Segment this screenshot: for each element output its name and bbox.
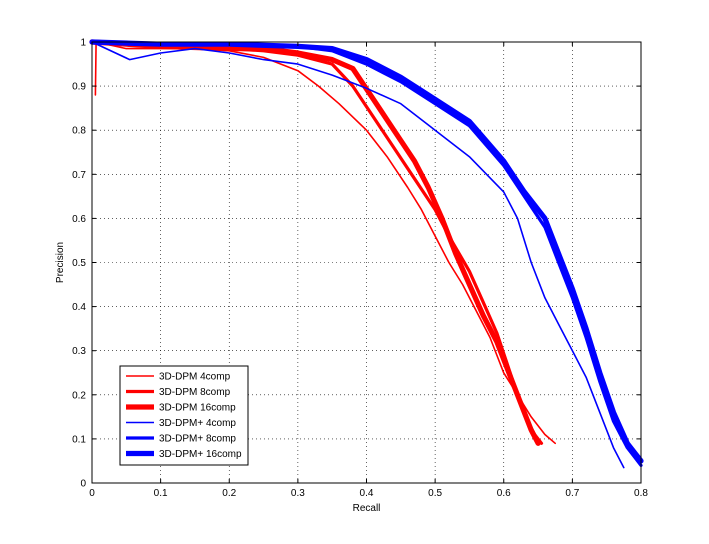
x-tick-label: 0.5 — [428, 488, 442, 499]
y-tick-label: 1 — [80, 38, 86, 49]
series-line-3d-dpm-16comp — [89, 39, 644, 464]
legend-box — [119, 365, 249, 466]
legend-label: 3D-DPM+ 8comp — [159, 434, 236, 445]
legend-label: 3D-DPM 16comp — [159, 403, 236, 414]
legend-label: 3D-DPM+ 4comp — [159, 418, 236, 429]
series-lines — [89, 39, 644, 469]
y-tick-label: 0.4 — [72, 302, 86, 313]
x-tick-label: 0.7 — [565, 488, 579, 499]
legend-label: 3D-DPM+ 16comp — [159, 449, 242, 460]
x-tick-label: 0.2 — [222, 488, 236, 499]
y-axis-label: Precision — [55, 242, 66, 283]
x-tick-label: 0.3 — [291, 488, 305, 499]
x-tick-label: 0 — [89, 488, 95, 499]
legend: 3D-DPM 4comp 3D-DPM 8comp 3D-DPM 16comp 3D-… — [119, 365, 249, 466]
x-tick-label: 0.1 — [154, 488, 168, 499]
x-tick-label: 0.4 — [360, 488, 374, 499]
legend-label: 3D-DPM 4comp — [159, 372, 231, 383]
y-tick-label: 0.3 — [72, 346, 86, 357]
series-line-3d-dpm-16comp — [89, 39, 541, 446]
y-tick-label: 0.1 — [72, 434, 86, 445]
x-axis-label: Recall — [353, 503, 381, 514]
y-tick-label: 0.6 — [72, 214, 86, 225]
axis-ticks: 0 0.1 0.2 0.3 0.4 0.5 0.6 0.7 0.8 0 0.1 0.2 0.3 0.4 0.… — [72, 38, 648, 500]
y-tick-label: 0.2 — [72, 390, 86, 401]
y-tick-label: 0.7 — [72, 170, 86, 181]
y-tick-label: 0.8 — [72, 126, 86, 137]
series-line-3d-dpm-4comp — [91, 41, 625, 469]
grid — [92, 42, 641, 483]
y-tick-label: 0.9 — [72, 82, 86, 93]
x-tick-label: 0.8 — [634, 488, 648, 499]
x-tick-label: 0.6 — [497, 488, 511, 499]
y-tick-label: 0.5 — [72, 258, 86, 269]
legend-label: 3D-DPM 8comp — [159, 387, 231, 398]
y-tick-label: 0 — [80, 479, 86, 490]
